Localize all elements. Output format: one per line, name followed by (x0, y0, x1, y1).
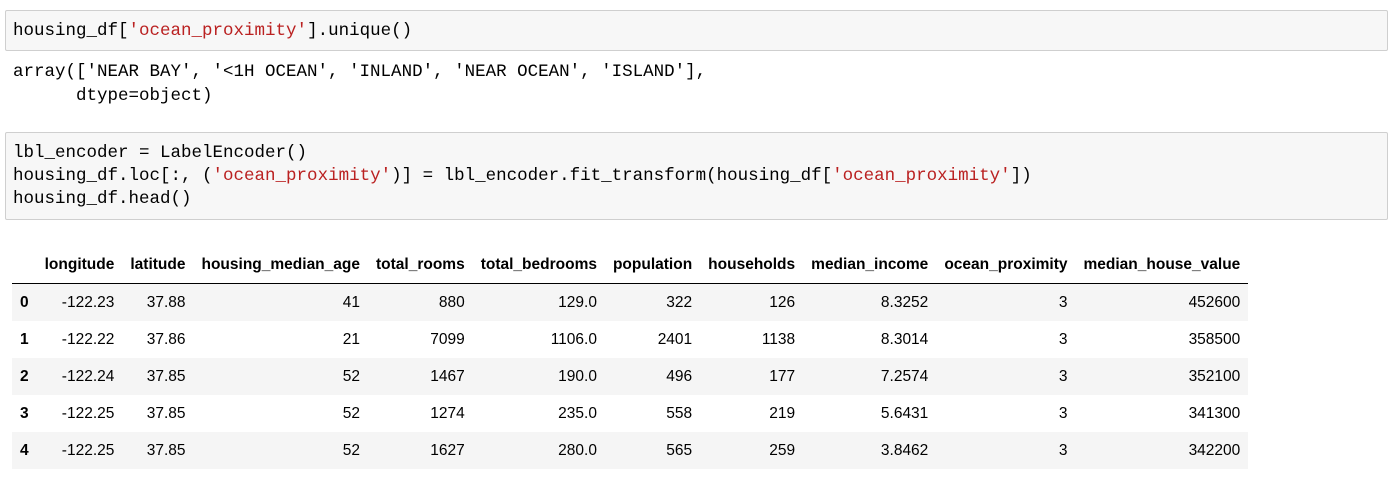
table-cell: 235.0 (558, 404, 597, 422)
table-cell: 21 (342, 330, 360, 348)
column-header: housing_median_age (193, 246, 368, 284)
row-index: 1 (20, 330, 29, 348)
column-header: total_rooms (367, 246, 473, 284)
index-header (12, 246, 37, 284)
row-index: 0 (20, 293, 29, 311)
table-cell: 496 (666, 367, 693, 385)
table-cell: 37.85 (146, 441, 186, 459)
column-header: median_income (803, 246, 937, 284)
table-cell: 219 (769, 404, 796, 422)
column-header: total_bedrooms (472, 246, 605, 284)
table-cell: 1274 (430, 404, 465, 422)
table-cell: 2401 (657, 330, 693, 348)
column-header: ocean_proximity (936, 246, 1076, 284)
column-header: latitude (122, 246, 194, 284)
table-cell: 1106.0 (550, 330, 597, 348)
cell-output: array(['NEAR BAY', '<1H OCEAN', 'INLAND'… (13, 60, 706, 108)
table-cell: -122.24 (61, 367, 115, 385)
dataframe-table: longitude latitude housing_median_age total… (12, 246, 1249, 469)
table-cell: 37.88 (146, 293, 186, 311)
table-cell: 259 (769, 441, 796, 459)
table-cell: 1467 (430, 367, 465, 385)
table-cell: 322 (666, 293, 693, 311)
table-cell: 880 (438, 293, 465, 311)
table-cell: 41 (342, 293, 360, 311)
table-cell: 3 (1058, 404, 1068, 422)
header-row: longitude latitude housing_median_age total… (12, 246, 1249, 284)
table-cell: 3 (1058, 367, 1068, 385)
table-row: 2 -122.24 37.85 52 1467 190.0 496 177 7.2574 3 352… (12, 358, 1249, 395)
column-header: population (604, 246, 701, 284)
table-cell: 3.8462 (880, 441, 929, 459)
table-cell: -122.22 (61, 330, 115, 348)
table-cell: 352100 (1188, 367, 1241, 385)
table-cell: 3 (1058, 330, 1068, 348)
table-cell: 1138 (761, 330, 796, 348)
table-cell: 190.0 (558, 367, 597, 385)
table-cell: 8.3252 (880, 293, 929, 311)
table-cell: 177 (769, 367, 796, 385)
code-line: lbl_encoder = LabelEncoder() (13, 143, 308, 163)
row-index: 4 (20, 441, 29, 459)
column-header: median_house_value (1075, 246, 1249, 284)
table-cell: -122.25 (61, 404, 115, 422)
code-cell[interactable]: lbl_encoder = LabelEncoder() housing_df.l… (5, 132, 1388, 220)
code-line: housing_df.loc[:, ('ocean_proximity')] =… (13, 166, 1032, 186)
row-index: 2 (20, 367, 29, 385)
table-cell: 52 (342, 441, 360, 459)
table-cell: 558 (666, 404, 693, 422)
table-cell: 452600 (1188, 293, 1241, 311)
table-cell: 129.0 (558, 293, 597, 311)
output-line: dtype=object) (13, 86, 213, 106)
table-cell: 280.0 (558, 441, 597, 459)
table-cell: 7.2574 (880, 367, 929, 385)
table-cell: 37.85 (146, 404, 186, 422)
column-header: households (700, 246, 804, 284)
output-line: array(['NEAR BAY', '<1H OCEAN', 'INLAND'… (13, 62, 707, 82)
row-index: 3 (20, 404, 29, 422)
table-cell: 341300 (1188, 404, 1241, 422)
table-cell: -122.25 (61, 441, 115, 459)
table-cell: 126 (769, 293, 796, 311)
table-cell: 342200 (1188, 441, 1241, 459)
table-cell: 358500 (1188, 330, 1241, 348)
table-cell: 3 (1058, 441, 1068, 459)
code-line: housing_df.head() (13, 189, 192, 209)
table-cell: 3 (1058, 293, 1068, 311)
code-cell[interactable]: housing_df['ocean_proximity'].unique() (5, 10, 1388, 51)
table-cell: 8.3014 (880, 330, 929, 348)
table-row: 4 -122.25 37.85 52 1627 280.0 565 259 3.8462 3 342… (12, 432, 1249, 469)
table-cell: 52 (342, 367, 360, 385)
table-cell: 5.6431 (880, 404, 929, 422)
table-cell: 37.85 (146, 367, 186, 385)
table-cell: 7099 (430, 330, 465, 348)
table-row: 3 -122.25 37.85 52 1274 235.0 558 219 5.6431 3 341… (12, 395, 1248, 432)
table-cell: 37.86 (146, 330, 186, 348)
table-cell: 1627 (430, 441, 465, 459)
column-header: longitude (36, 246, 123, 284)
table-row: 1 -122.22 37.86 21 7099 1106.0 2401 1138 8.3014 3… (12, 321, 1248, 358)
code-line: housing_df['ocean_proximity'].unique() (13, 21, 413, 41)
table-cell: 565 (666, 441, 693, 459)
table-cell: 52 (342, 404, 360, 422)
table-cell: -122.23 (61, 293, 115, 311)
table-row: 0 -122.23 37.88 41 880 129.0 322 126 8.3252 3 4526… (12, 283, 1249, 321)
